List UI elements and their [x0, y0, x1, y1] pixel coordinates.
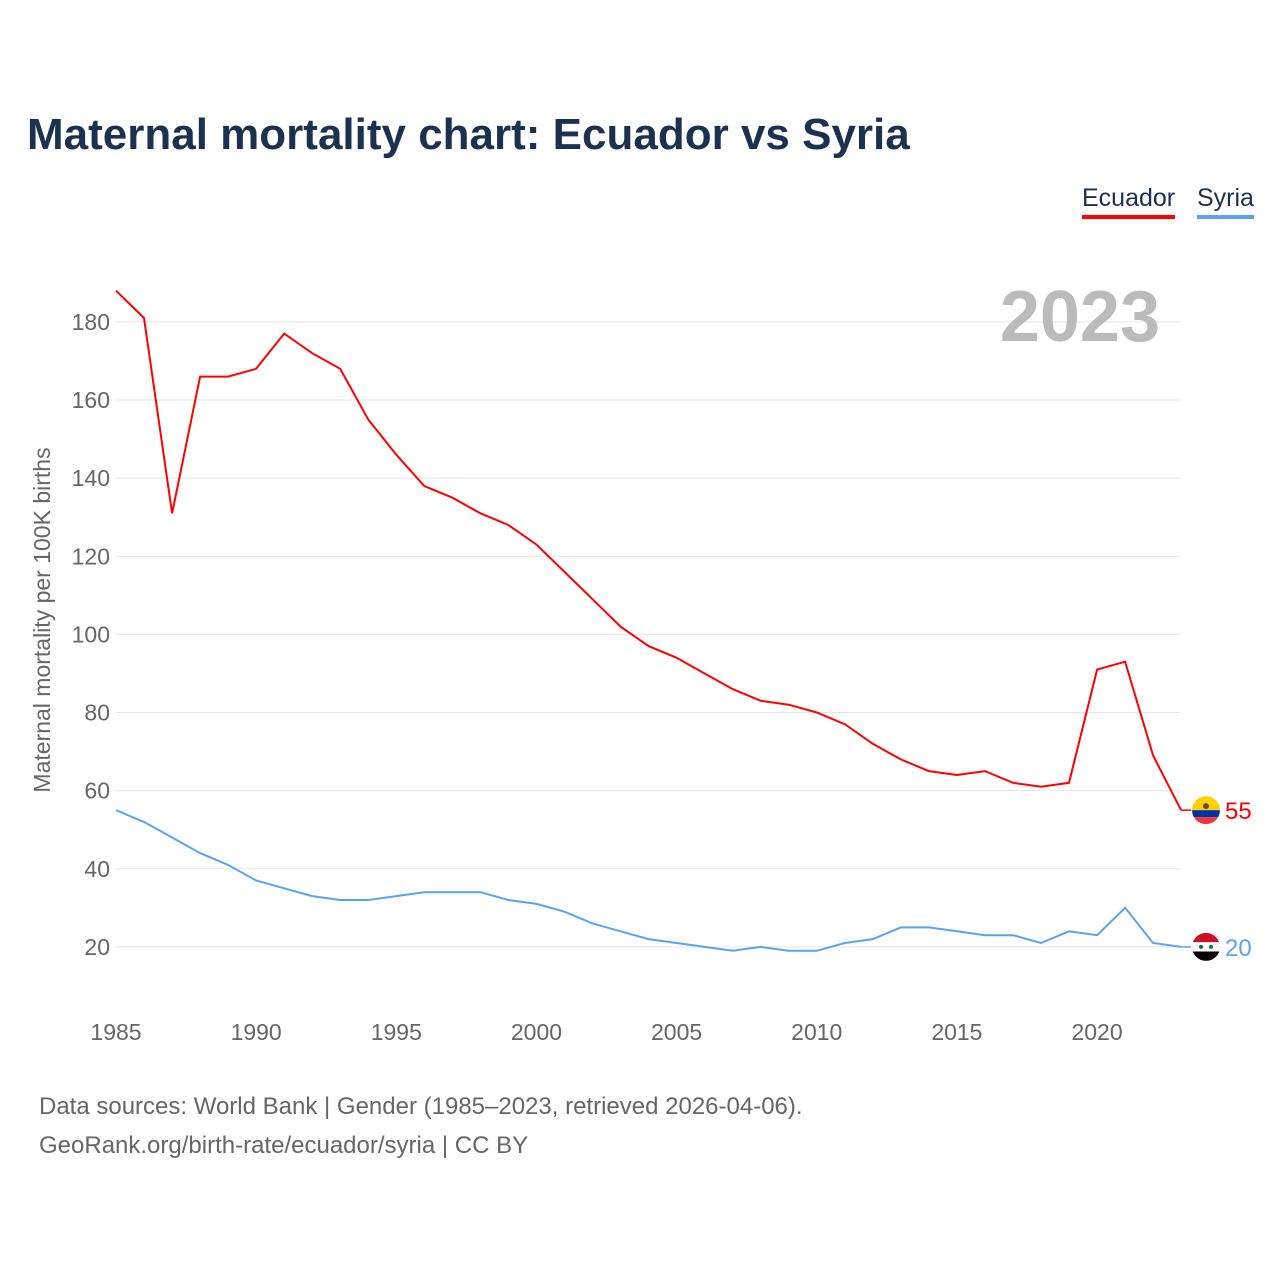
year-label: 2023 — [1000, 277, 1160, 357]
y-axis-label: Maternal mortality per 100K births — [29, 447, 55, 792]
chart-title: Maternal mortality chart: Ecuador vs Syr… — [27, 110, 910, 159]
source-line-2[interactable]: GeoRank.org/birth-rate/ecuador/syria | C… — [39, 1132, 529, 1159]
legend-syria[interactable]: Syria — [1197, 184, 1254, 219]
y-tick-label: 120 — [72, 543, 110, 569]
y-tick-label: 160 — [72, 387, 110, 413]
flag-stripe — [1192, 817, 1220, 825]
x-tick-label: 2020 — [1071, 1019, 1122, 1045]
end-value-label: 20 — [1225, 935, 1252, 962]
x-tick-label: 2015 — [931, 1019, 982, 1045]
x-tick-label: 1985 — [90, 1019, 141, 1045]
flag-ecuador-icon — [1192, 796, 1220, 825]
y-tick-label: 180 — [72, 309, 110, 335]
flag-stripe — [1192, 942, 1220, 952]
flag-stripe — [1192, 932, 1220, 943]
y-tick-label: 80 — [84, 700, 110, 726]
flag-star — [1209, 944, 1213, 949]
x-tick-label: 1990 — [231, 1019, 282, 1045]
flag-stripe — [1192, 951, 1220, 961]
flag-star — [1199, 944, 1203, 949]
flag-emblem — [1203, 803, 1209, 810]
end-value-label: 55 — [1225, 798, 1252, 825]
x-tick-label: 2005 — [651, 1019, 702, 1045]
series-line-syria — [115, 809, 1182, 952]
x-tick-label: 2000 — [511, 1019, 562, 1045]
series-line-ecuador — [115, 289, 1182, 811]
x-tick-label: 2010 — [791, 1019, 842, 1045]
legend-ecuador[interactable]: Ecuador — [1082, 184, 1176, 219]
flag-syria-icon — [1192, 932, 1220, 961]
y-tick-label: 60 — [84, 778, 110, 804]
chart-area: 20 40 60 80 100 120 140 160 180 1985 1990 1995 2000 2… — [29, 277, 1252, 1045]
source-line-1: Data sources: World Bank | Gender (1985–… — [39, 1093, 803, 1120]
y-tick-label: 20 — [84, 934, 110, 960]
flag-stripe — [1192, 810, 1220, 818]
x-tick-label: 1995 — [371, 1019, 422, 1045]
y-tick-label: 40 — [84, 856, 110, 882]
y-tick-label: 100 — [72, 621, 110, 647]
source-note: Data sources: World Bank | Gender (1985–… — [39, 1087, 803, 1165]
y-tick-label: 140 — [72, 465, 110, 491]
